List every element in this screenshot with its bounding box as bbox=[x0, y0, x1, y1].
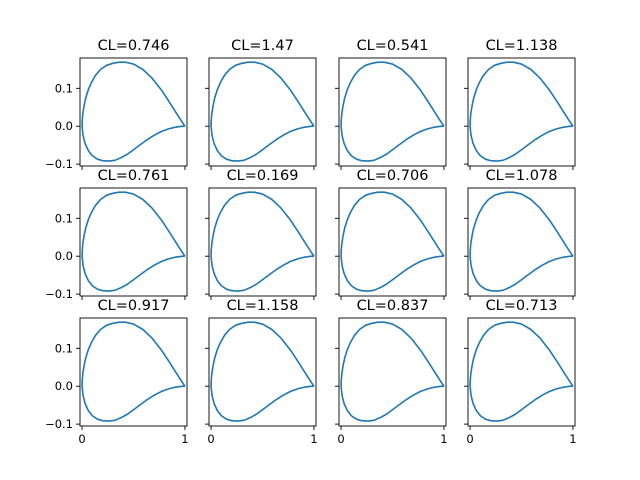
subplot-9: CL=0.917 0 1 0.1 0.0 −0.1 bbox=[45, 298, 189, 446]
subplot-7: CL=0.706 bbox=[335, 168, 447, 300]
airfoil-line bbox=[469, 61, 574, 162]
airfoil-line bbox=[81, 61, 186, 162]
y-tick-label: 0.1 bbox=[55, 211, 73, 225]
axes-frame bbox=[338, 317, 447, 427]
x-tick-label: 1 bbox=[569, 432, 576, 446]
subplot-12: CL=0.713 0 1 bbox=[464, 298, 577, 446]
subplot-4: CL=1.138 bbox=[464, 38, 576, 170]
subplot-11: CL=0.837 0 1 bbox=[335, 298, 448, 446]
airfoil-line bbox=[210, 191, 315, 292]
axes-frame bbox=[467, 57, 576, 167]
x-tick-label: 1 bbox=[310, 432, 317, 446]
subplot-title: CL=0.761 bbox=[98, 168, 170, 184]
subplot-1: CL=0.746 0.1 0.0 −0.1 bbox=[45, 38, 188, 171]
axes-frame bbox=[79, 317, 188, 427]
subplot-title: CL=1.138 bbox=[486, 38, 558, 54]
subplot-title: CL=1.078 bbox=[486, 168, 558, 184]
x-tick-label: 0 bbox=[337, 432, 344, 446]
airfoil-line bbox=[340, 61, 445, 162]
y-tick-label: 0.0 bbox=[55, 379, 73, 393]
axes-frame bbox=[208, 187, 317, 297]
axes-frame bbox=[467, 317, 576, 427]
axes-frame bbox=[79, 57, 188, 167]
x-tick-label: 0 bbox=[207, 432, 214, 446]
y-tick-label: 0.1 bbox=[55, 341, 73, 355]
x-tick-label: 0 bbox=[466, 432, 473, 446]
airfoil-line bbox=[210, 321, 315, 422]
subplot-title: CL=0.837 bbox=[357, 298, 429, 314]
y-tick-label: −0.1 bbox=[45, 157, 73, 171]
x-tick-label: 0 bbox=[78, 432, 85, 446]
y-tick-label: 0.0 bbox=[55, 249, 73, 263]
airfoil-line bbox=[81, 321, 186, 422]
airfoil-line bbox=[340, 321, 445, 422]
axes-frame bbox=[338, 57, 447, 167]
subplot-title: CL=0.746 bbox=[98, 38, 170, 54]
airfoil-line bbox=[469, 191, 574, 292]
axes-frame bbox=[79, 187, 188, 297]
subplot-title: CL=1.47 bbox=[231, 38, 294, 54]
subplot-title: CL=0.541 bbox=[357, 38, 429, 54]
subplot-title: CL=0.169 bbox=[227, 168, 299, 184]
airfoil-line bbox=[81, 191, 186, 292]
x-tick-label: 1 bbox=[181, 432, 188, 446]
axes-frame bbox=[208, 317, 317, 427]
subplot-10: CL=1.158 0 1 bbox=[205, 298, 318, 446]
subplot-title: CL=1.158 bbox=[227, 298, 299, 314]
subplot-5: CL=0.761 0.1 0.0 −0.1 bbox=[45, 168, 188, 301]
subplot-6: CL=0.169 bbox=[205, 168, 317, 300]
x-tick-label: 1 bbox=[440, 432, 447, 446]
subplot-title: CL=0.713 bbox=[486, 298, 558, 314]
y-tick-label: 0.0 bbox=[55, 119, 73, 133]
airfoil-line bbox=[340, 191, 445, 292]
subplot-3: CL=0.541 bbox=[335, 38, 447, 170]
axes-frame bbox=[208, 57, 317, 167]
airfoil-line bbox=[469, 321, 574, 422]
subplot-8: CL=1.078 bbox=[464, 168, 576, 300]
y-tick-label: −0.1 bbox=[45, 417, 73, 431]
subplot-title: CL=0.917 bbox=[98, 298, 170, 314]
axes-frame bbox=[338, 187, 447, 297]
y-tick-label: −0.1 bbox=[45, 287, 73, 301]
airfoil-line bbox=[210, 61, 315, 162]
subplot-2: CL=1.47 bbox=[205, 38, 317, 170]
y-tick-label: 0.1 bbox=[55, 81, 73, 95]
subplot-title: CL=0.706 bbox=[357, 168, 429, 184]
axes-frame bbox=[467, 187, 576, 297]
